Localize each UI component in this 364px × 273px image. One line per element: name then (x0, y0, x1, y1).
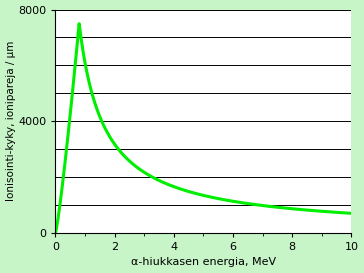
Y-axis label: Ionisointi­kyky, ionipareja / µm: Ionisointi­kyky, ionipareja / µm (5, 41, 16, 201)
X-axis label: α-hiukkasen energia, MeV: α-hiukkasen energia, MeV (131, 257, 276, 268)
